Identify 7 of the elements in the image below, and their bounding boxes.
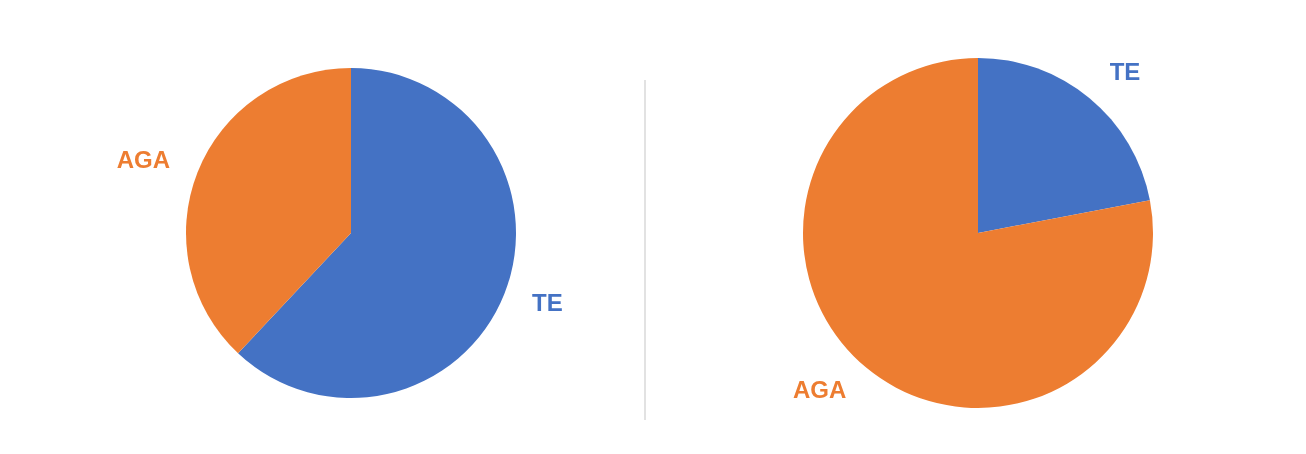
- slice-label: AGA: [116, 145, 170, 173]
- pie-slice: [978, 58, 1150, 233]
- pie-slice: [186, 68, 351, 354]
- slice-label: AGA: [793, 376, 847, 404]
- slice-label: TE: [1109, 58, 1141, 86]
- slice-label: TE: [532, 289, 563, 317]
- pie-slice: [238, 68, 516, 398]
